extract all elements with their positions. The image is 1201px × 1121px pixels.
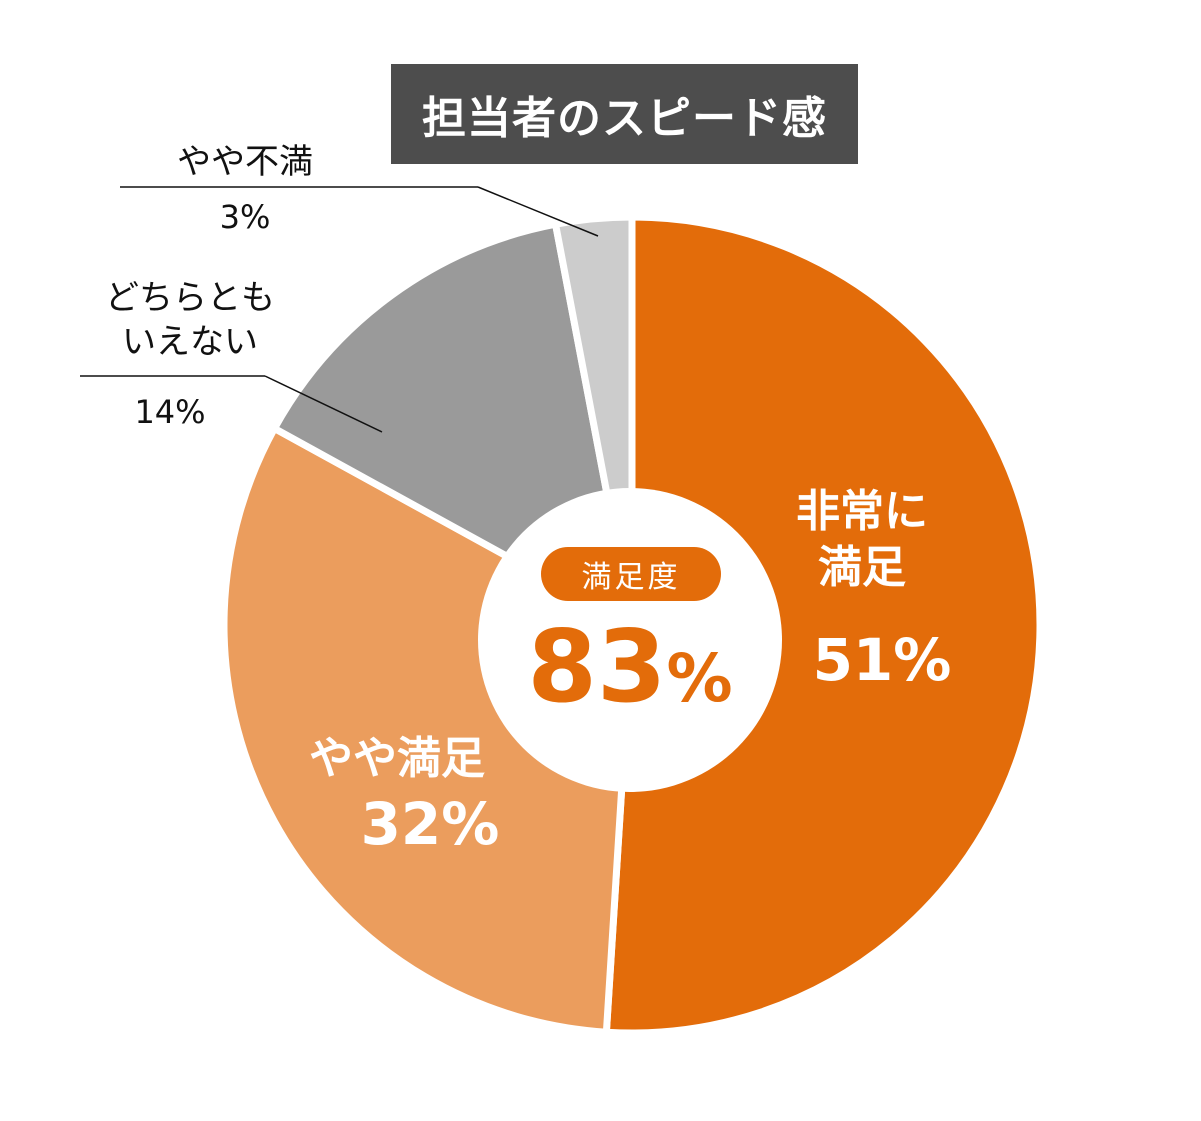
- pct-dissatisfied: 3%: [219, 198, 271, 236]
- label-neutral: どちらとも いえない: [70, 276, 310, 364]
- pct-very-satisfied: 51%: [812, 626, 952, 694]
- center-badge: 満足度: [541, 547, 721, 601]
- label-very-satisfied-line2: 満足: [818, 542, 906, 593]
- pct-neutral: 14%: [134, 393, 206, 431]
- label-very-satisfied-line1: 非常に: [796, 486, 928, 537]
- label-dissatisfied-text: やや不満: [177, 142, 313, 182]
- slice-very-satisfied: [602, 213, 1044, 1037]
- center-value-number: 83: [527, 608, 667, 725]
- label-somewhat-satisfied: やや満足: [309, 733, 485, 784]
- leader-line-dissatisfied-diag: [477, 186, 599, 237]
- pct-somewhat-satisfied: 32%: [360, 790, 500, 858]
- leader-line-neutral-diag: [264, 375, 383, 433]
- label-dissatisfied: やや不満: [145, 140, 345, 184]
- center-value: 83%: [500, 612, 760, 722]
- label-neutral-line1: どちらとも: [105, 278, 275, 318]
- label-very-satisfied: 非常に 満足: [772, 484, 952, 596]
- label-neutral-line2: いえない: [122, 322, 258, 362]
- center-value-unit: %: [666, 640, 733, 717]
- chart-title: 担当者のスピード感: [391, 64, 858, 164]
